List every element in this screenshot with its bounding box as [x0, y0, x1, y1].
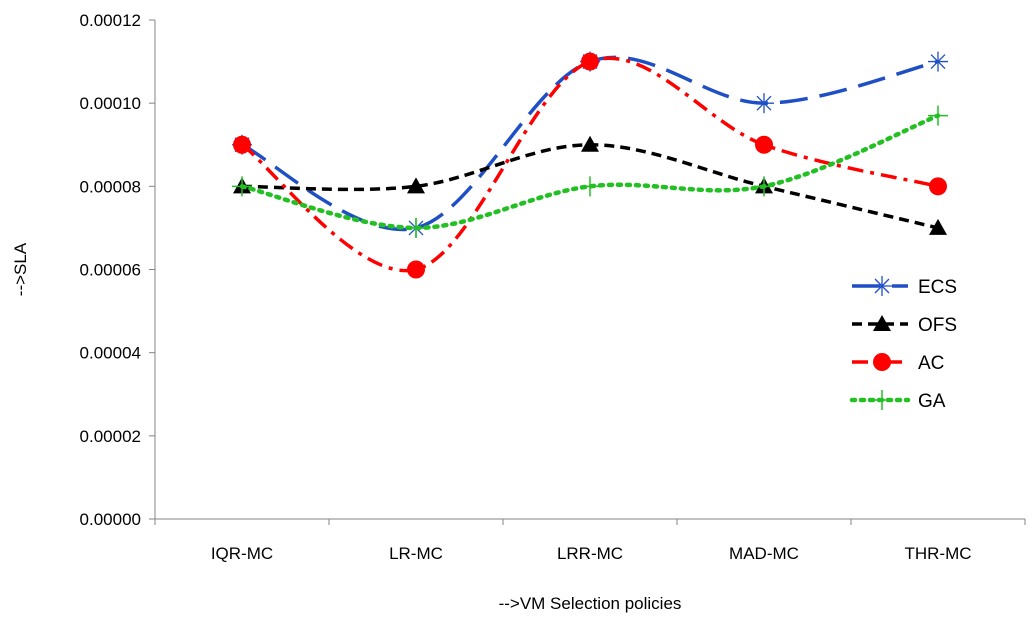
data-point-ac [755, 135, 773, 154]
legend-label-ga: GA [918, 391, 946, 412]
legend-marker-ga [872, 390, 892, 410]
x-tick-label: LR-MC [389, 544, 443, 563]
series-layer [232, 51, 948, 279]
data-point-ga [406, 217, 426, 238]
data-point-ga [232, 176, 252, 197]
series-line-ga [239, 113, 941, 231]
x-tick-label: LRR-MC [557, 544, 623, 563]
data-point-ac [581, 52, 599, 71]
x-tick-label: THR-MC [904, 544, 971, 563]
data-point-ofs [929, 218, 947, 235]
y-tick-label: 0.00000 [80, 510, 141, 529]
y-tick-label: 0.00010 [80, 94, 141, 113]
data-point-ofs [581, 135, 599, 152]
legend-item-ac: AC [852, 353, 944, 374]
y-tick-label: 0.00006 [80, 261, 141, 280]
y-tick-label: 0.00002 [80, 427, 141, 446]
legend-item-ga: GA [849, 390, 946, 412]
x-tick-label: MAD-MC [729, 544, 799, 563]
legend: ECS OFS AC GA [849, 276, 957, 412]
series-ac [233, 52, 947, 279]
data-point-ac [929, 177, 947, 196]
axes: 0.00000 0.00002 0.00004 0.00006 0.00008 0.000… [80, 11, 1026, 563]
y-tick-label: 0.00008 [80, 177, 141, 196]
data-point-ga [754, 176, 774, 197]
legend-marker-ecs [872, 276, 892, 296]
legend-marker-ac [873, 353, 891, 371]
data-point-ecs [928, 51, 948, 72]
legend-label-ac: AC [918, 353, 944, 374]
series-ga [232, 105, 948, 238]
x-tick-label: IQR-MC [211, 544, 273, 563]
data-point-ofs [407, 177, 425, 194]
y-tick-label: 0.00004 [80, 344, 141, 363]
legend-marker-ofs [873, 315, 891, 331]
series-line-ac [240, 56, 939, 273]
data-point-ecs [754, 93, 774, 114]
data-point-ac [233, 135, 251, 154]
legend-item-ecs: ECS [852, 276, 957, 298]
x-axis-label: -->VM Selection policies [499, 594, 682, 613]
y-tick-label: 0.00012 [80, 11, 141, 30]
data-point-ac [407, 260, 425, 279]
legend-label-ofs: OFS [918, 315, 957, 336]
data-point-ga [580, 176, 600, 197]
y-axis-label: -->SLA [11, 242, 30, 296]
data-point-ga [928, 105, 948, 126]
legend-label-ecs: ECS [918, 277, 957, 298]
legend-item-ofs: OFS [852, 315, 957, 336]
